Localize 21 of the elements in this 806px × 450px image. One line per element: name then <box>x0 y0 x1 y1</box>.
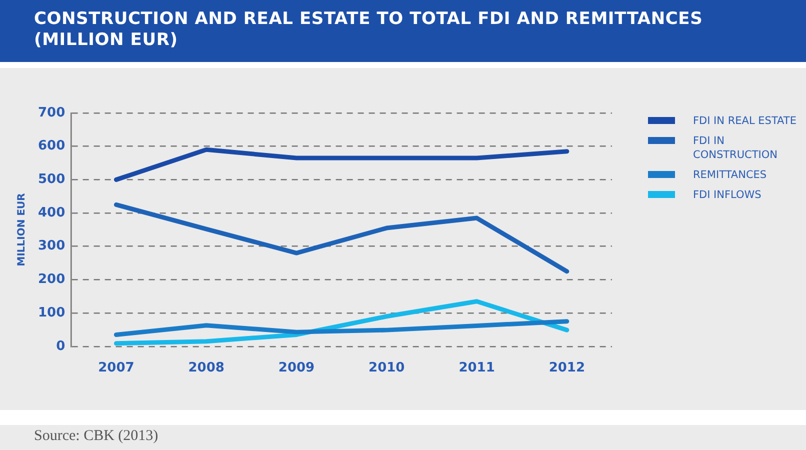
source-note: Source: CBK (2013) <box>0 425 806 450</box>
x-tick-label: 2007 <box>98 360 134 376</box>
y-tick-label: 100 <box>38 305 66 320</box>
chart-title: CONSTRUCTION AND REAL ESTATE TO TOTAL FDI AND REMITTANCES (MILLION EUR) <box>0 0 806 62</box>
y-tick-label: 600 <box>38 138 66 154</box>
legend-label: FDI IN CONSTRUCTION <box>693 134 778 162</box>
x-tick-label: 2012 <box>548 360 586 376</box>
legend-label: FDI IN REAL ESTATE <box>693 114 796 128</box>
y-axis-title: MILLION EUR <box>16 192 28 266</box>
legend-label: FDI INFLOWS <box>693 188 762 202</box>
y-tick-label: 400 <box>38 205 66 220</box>
x-tick-label: 2010 <box>368 360 405 376</box>
x-tick-label: 2008 <box>188 360 224 376</box>
y-tick-label: 700 <box>38 105 66 120</box>
y-tick-label: 200 <box>38 272 66 288</box>
legend-label: REMITTANCES <box>693 168 767 182</box>
x-tick-label: 2011 <box>458 360 495 376</box>
y-tick-label: 300 <box>38 238 66 254</box>
y-tick-label: 500 <box>38 172 66 188</box>
y-tick-label: 0 <box>56 338 66 354</box>
x-tick-label: 2009 <box>278 360 315 376</box>
